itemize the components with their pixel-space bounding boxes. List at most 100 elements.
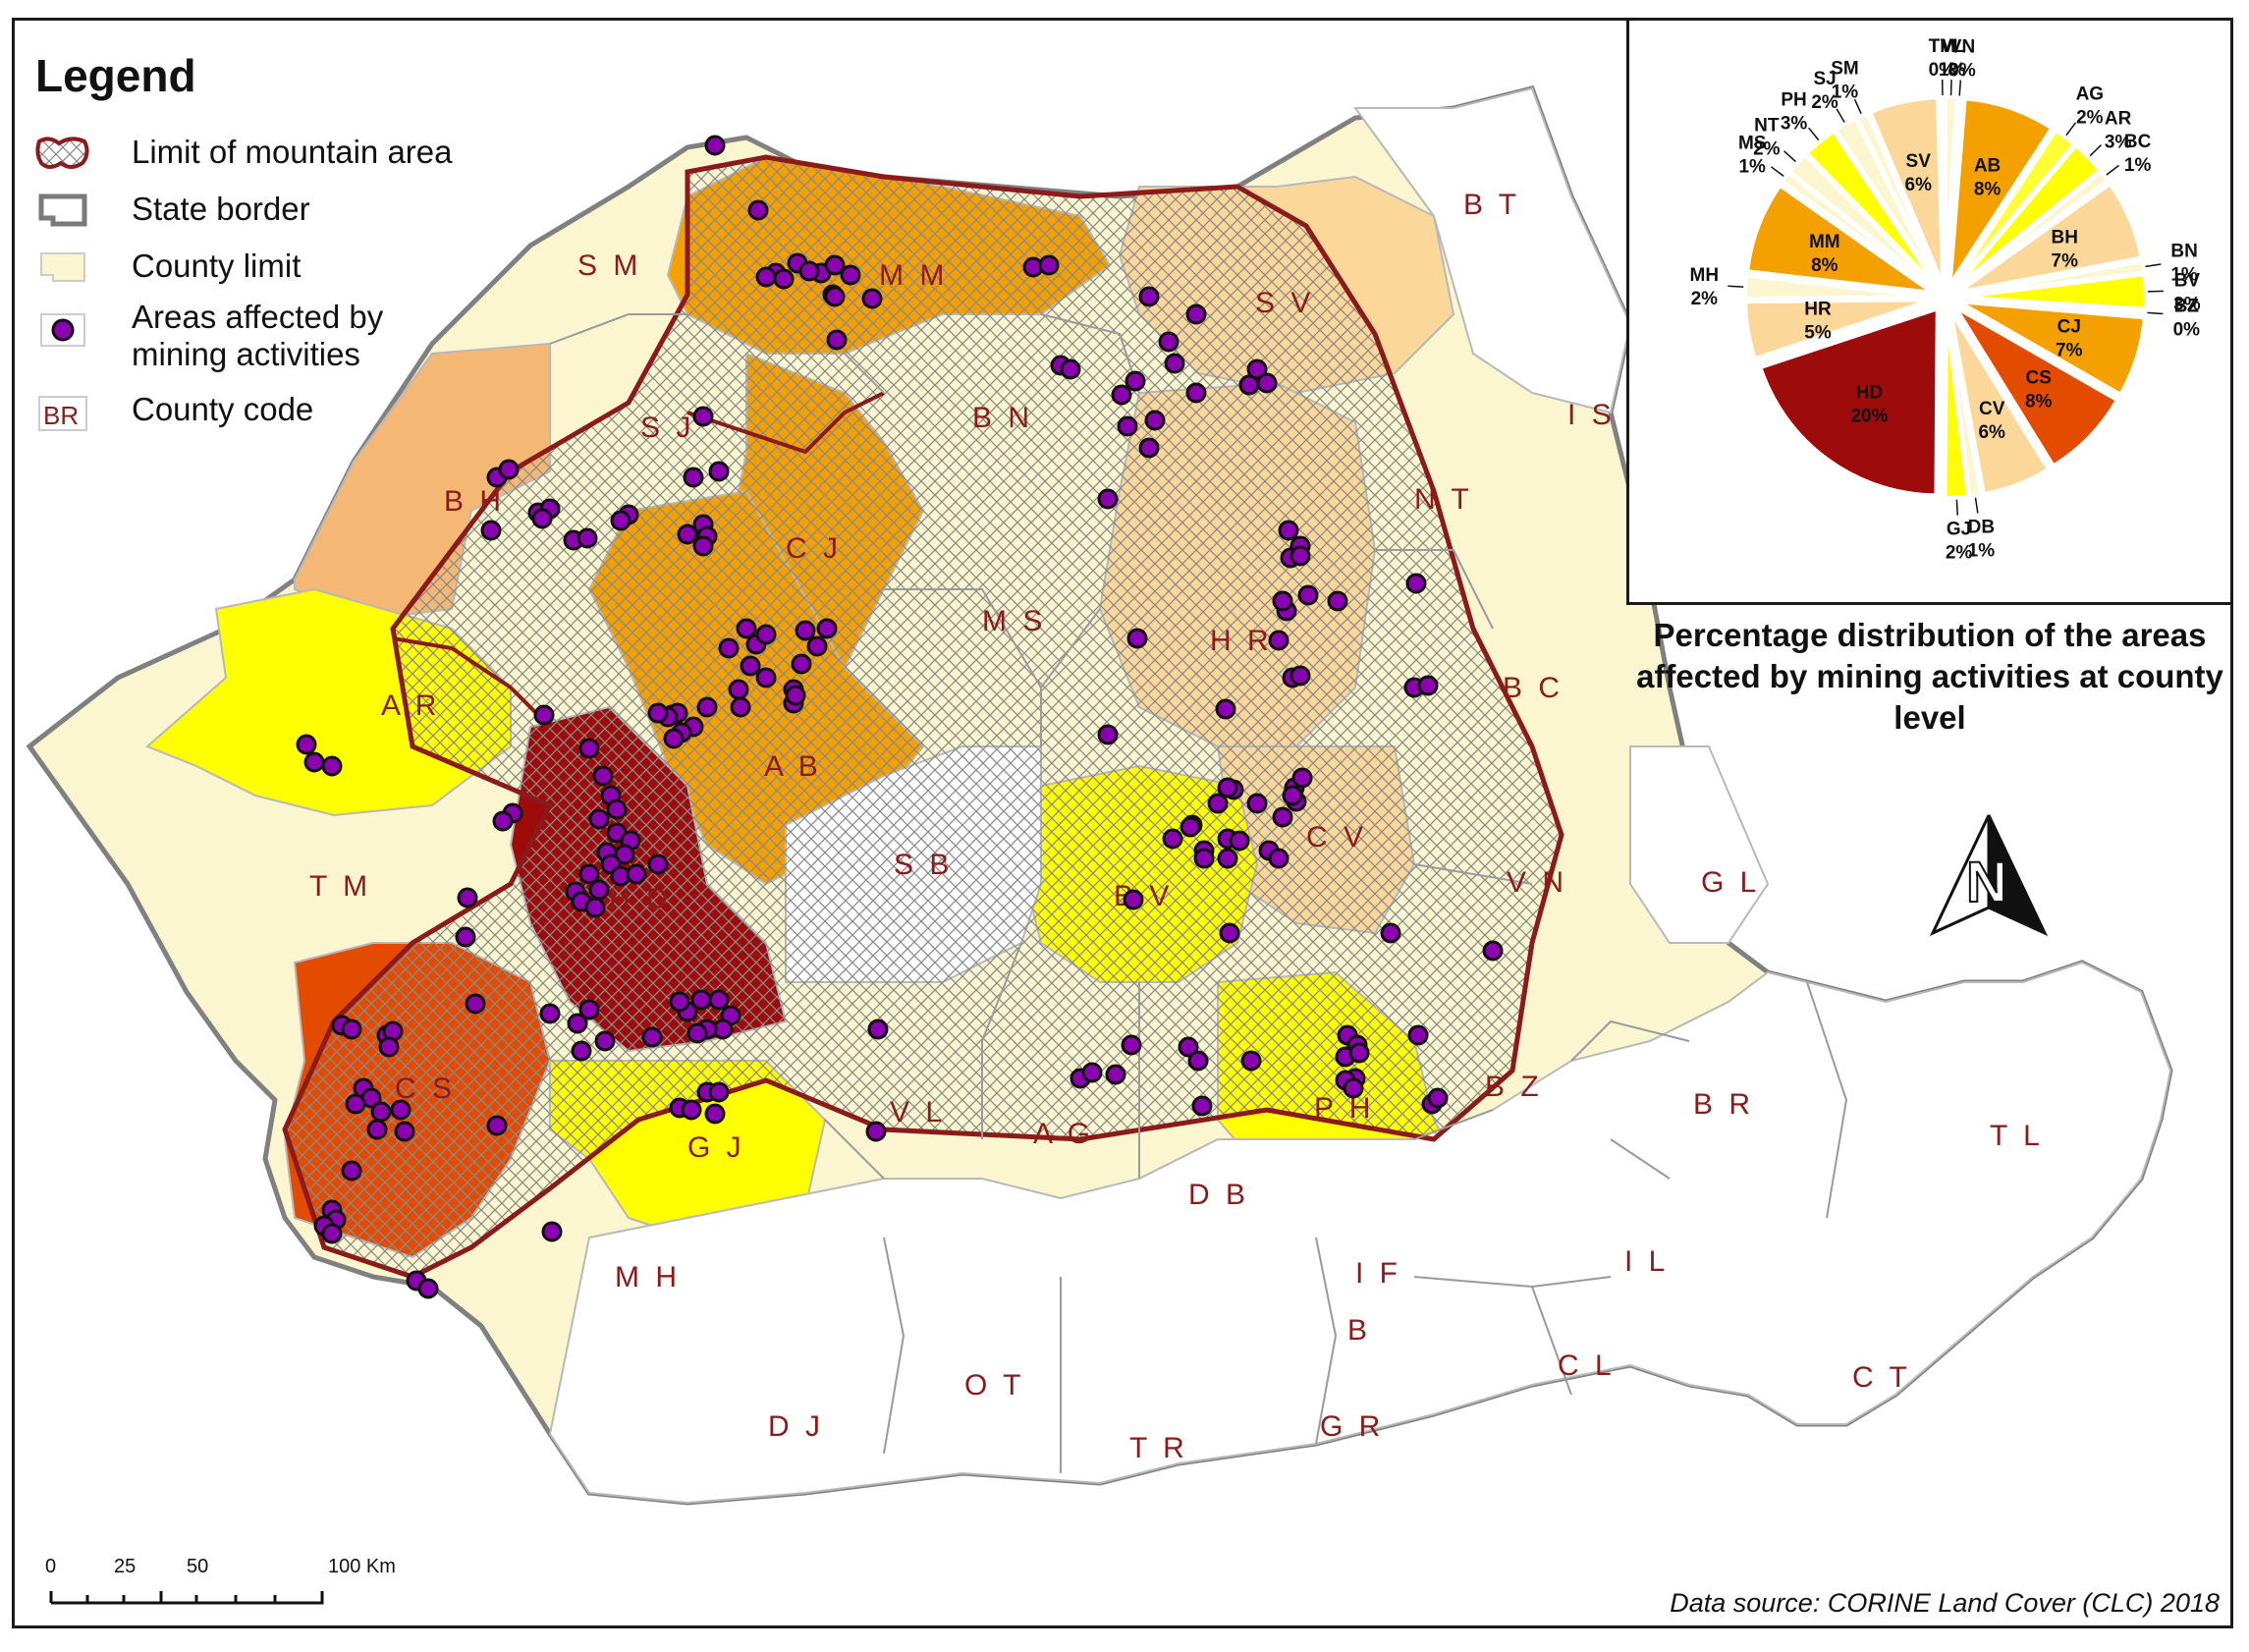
mining-point bbox=[1178, 1036, 1199, 1058]
mining-point bbox=[1097, 488, 1119, 510]
county-code-ot: O T bbox=[964, 1369, 1024, 1402]
mining-point bbox=[692, 535, 714, 557]
mining-point bbox=[1111, 384, 1132, 406]
mining-point bbox=[1185, 382, 1207, 404]
legend-title: Legend bbox=[35, 50, 196, 101]
mining-point bbox=[1219, 922, 1240, 944]
mining-point bbox=[567, 1013, 588, 1034]
mining-point bbox=[588, 879, 610, 901]
pie-label-code-ph: PH bbox=[1781, 89, 1806, 110]
pie-label-code-vn: VN bbox=[1949, 37, 1975, 58]
mining-point bbox=[486, 1115, 508, 1136]
pie-slice-gj bbox=[1943, 310, 1971, 500]
mining-point bbox=[480, 520, 502, 541]
pie-label-code-cv: CV bbox=[1979, 399, 2005, 419]
pie-label-value-ph: 3% bbox=[1781, 113, 1808, 134]
pie-label-value-bz: 0% bbox=[2173, 319, 2201, 340]
pie-label-value-hd: 20% bbox=[1850, 407, 1888, 427]
pie-leader-sm bbox=[1853, 98, 1862, 115]
pie-label-code-bh: BH bbox=[2052, 227, 2078, 248]
mining-point bbox=[1081, 1062, 1103, 1083]
data-source-note: Data source: CORINE Land Cover (CLC) 201… bbox=[1670, 1588, 2220, 1618]
pie-label-value-mh: 2% bbox=[1691, 289, 1719, 309]
county-code-ph: P H bbox=[1314, 1092, 1374, 1125]
pie-label-code-vl: VL bbox=[1941, 36, 1965, 57]
mining-point bbox=[1217, 777, 1238, 798]
pie-slice-sv bbox=[1867, 95, 1946, 286]
pie-leader-gj bbox=[1955, 499, 1959, 516]
state-border-swatch bbox=[38, 193, 87, 227]
county-code-br: B R bbox=[1693, 1088, 1754, 1121]
mining-point bbox=[826, 329, 848, 351]
pie-label-code-hr: HR bbox=[1804, 300, 1832, 320]
mining-point bbox=[1179, 816, 1201, 838]
mining-point bbox=[1144, 410, 1166, 431]
pie-leader-ar bbox=[2089, 144, 2103, 157]
mining-point bbox=[1348, 1042, 1370, 1064]
pie-slice-sm bbox=[1853, 110, 1943, 287]
mining-point bbox=[578, 999, 600, 1020]
county-code-cs: C S bbox=[395, 1073, 456, 1105]
pie-slice-cj bbox=[1957, 300, 2147, 398]
mining-point bbox=[1097, 724, 1119, 745]
mining-point bbox=[571, 1040, 592, 1062]
mining-point bbox=[795, 620, 816, 641]
mining-point bbox=[677, 523, 698, 545]
county-code-bv: B V bbox=[1114, 880, 1173, 912]
mining-point bbox=[690, 989, 712, 1011]
pie-label-code-bn: BN bbox=[2170, 241, 2197, 261]
mining-point bbox=[1327, 590, 1348, 612]
pie-slice-mm bbox=[1744, 183, 1935, 296]
legend-label-mining-2: mining activities bbox=[132, 336, 360, 372]
pie-leader-ms bbox=[1770, 166, 1784, 178]
county-codes: S M M M S V B T S J B N I S B H C J N T … bbox=[309, 189, 2040, 1464]
county-bt bbox=[1353, 86, 1632, 414]
pie-leader-sj bbox=[1836, 108, 1845, 123]
pie-slice-mh bbox=[1743, 273, 1933, 302]
mining-point bbox=[1297, 584, 1319, 606]
mining-point bbox=[1158, 331, 1179, 353]
mining-point bbox=[584, 897, 606, 918]
mining-point bbox=[755, 266, 777, 288]
county-code-bc: B C bbox=[1503, 672, 1563, 704]
mining-point bbox=[366, 1119, 388, 1140]
mining-point bbox=[718, 637, 740, 659]
pie-chart-inset: AB 8% AG 2% AR 3% BC 1% BH 7% BN 1% BV 3% BZ 0% CJ 7% CS 8%… bbox=[1626, 18, 2233, 605]
mining-point bbox=[824, 254, 846, 276]
county-code-il: I L bbox=[1624, 1245, 1669, 1278]
mining-point bbox=[1272, 590, 1293, 612]
mining-point bbox=[498, 459, 520, 480]
mining-point bbox=[683, 467, 704, 488]
pie-label-code-bc: BC bbox=[2124, 132, 2152, 152]
pie-label-value-nt: 2% bbox=[1753, 139, 1781, 160]
scale-bar bbox=[49, 1591, 324, 1605]
legend-label-mining-1: Areas affected by bbox=[132, 299, 384, 335]
mining-point bbox=[865, 1121, 887, 1142]
pie-label-code-nt: NT bbox=[1754, 116, 1780, 137]
scale-label-25: 25 bbox=[114, 1556, 137, 1577]
pie-slice-ab bbox=[1947, 96, 2056, 286]
mining-point bbox=[626, 863, 647, 885]
county-code-gj: G J bbox=[687, 1131, 745, 1164]
mining-point bbox=[1162, 828, 1183, 850]
mining-point bbox=[663, 728, 685, 749]
north-arrow-icon: N bbox=[1929, 814, 2049, 937]
mining-point bbox=[747, 199, 769, 221]
county-code-ab: A B bbox=[764, 750, 822, 783]
mining-point bbox=[606, 798, 628, 820]
mining-point bbox=[1138, 286, 1160, 307]
mining-point bbox=[578, 738, 600, 759]
mining-point bbox=[610, 510, 631, 531]
mining-point bbox=[669, 991, 690, 1013]
pie-label-code-cj: CJ bbox=[2057, 316, 2081, 337]
mining-point bbox=[533, 704, 555, 726]
mining-point bbox=[1343, 1077, 1364, 1099]
mining-point bbox=[1278, 520, 1299, 541]
mining-point bbox=[708, 1081, 730, 1103]
mining-point bbox=[341, 1160, 362, 1182]
mining-point bbox=[1215, 698, 1236, 720]
mining-point bbox=[1289, 545, 1311, 567]
mining-point bbox=[740, 655, 761, 677]
mining-point bbox=[824, 286, 846, 307]
county-code-sm: S M bbox=[577, 249, 641, 282]
